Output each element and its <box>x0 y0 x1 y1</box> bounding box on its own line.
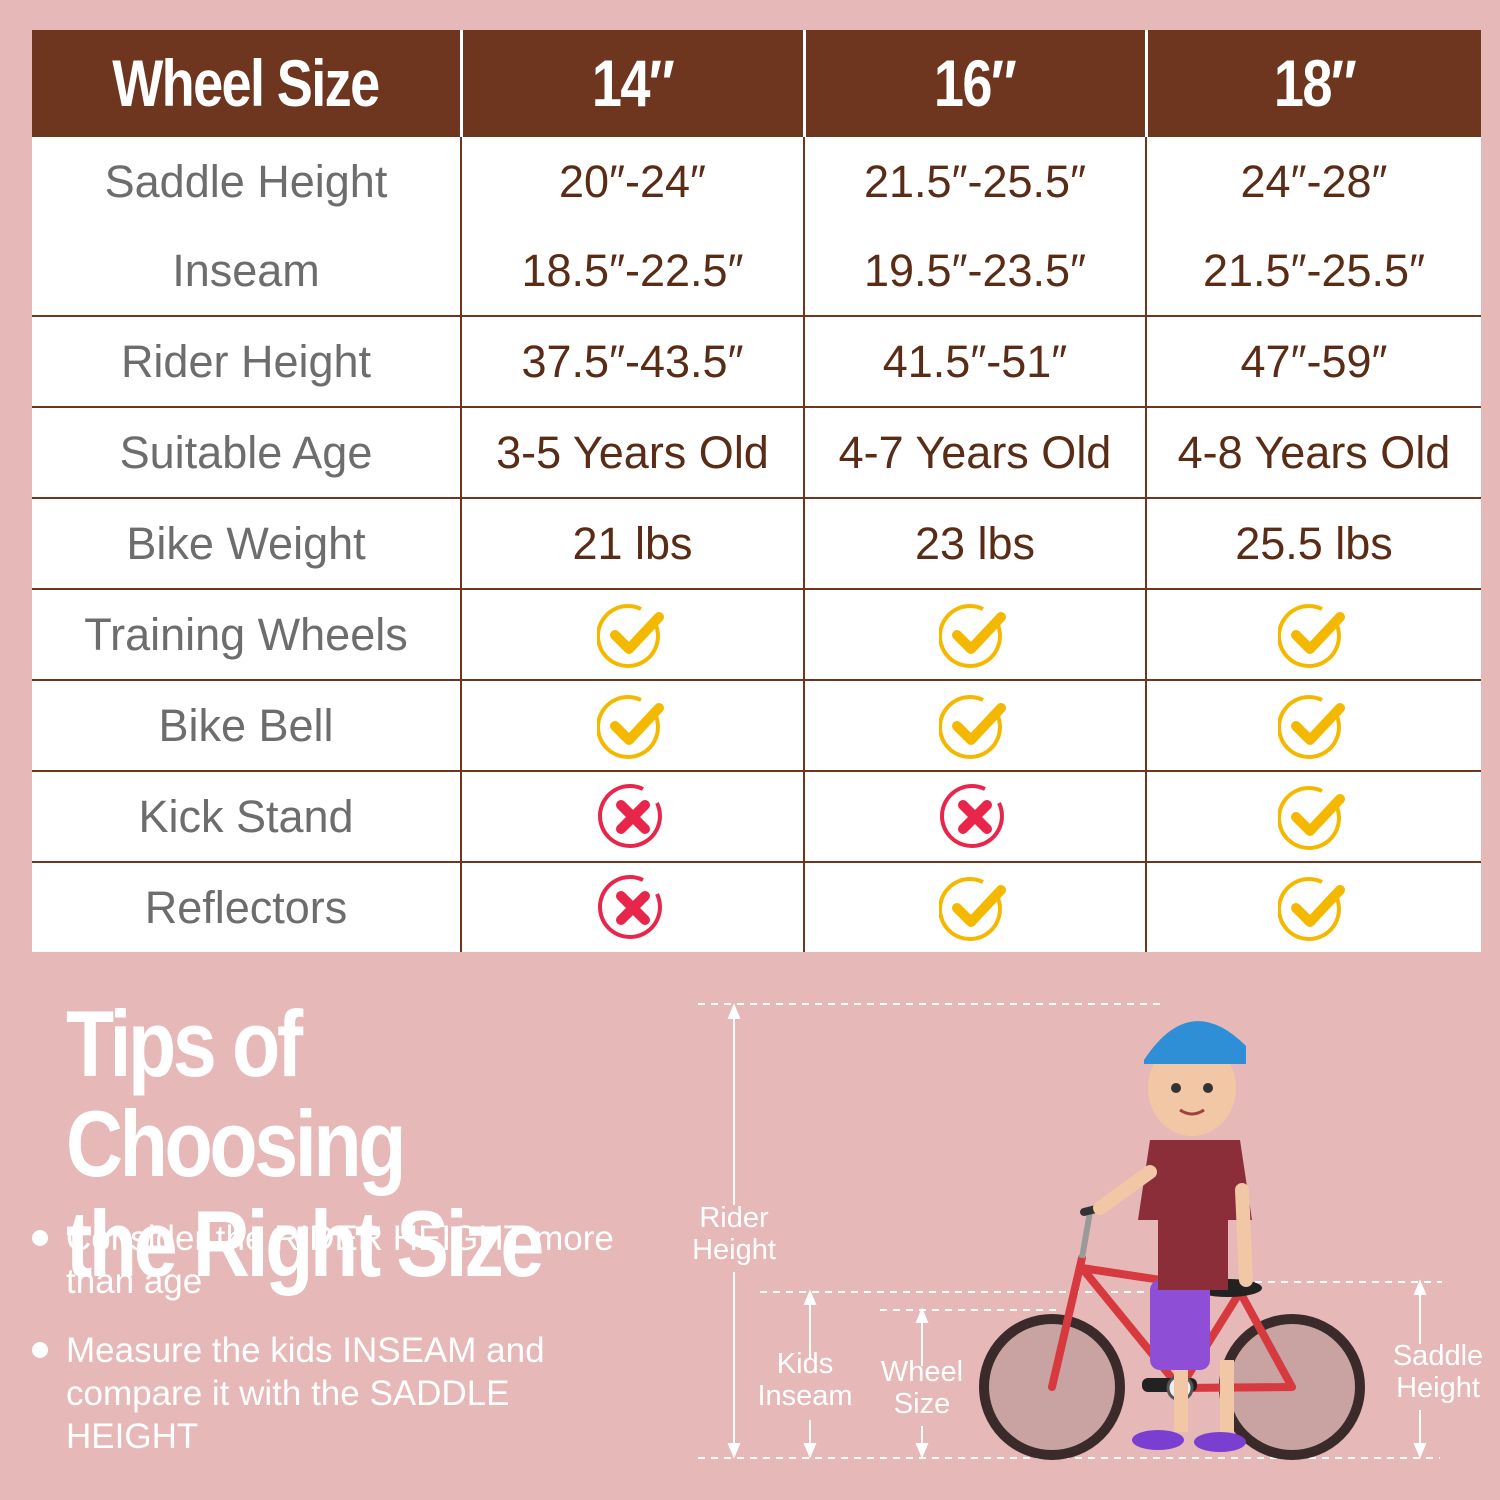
tip-inseam: Measure the kids INSEAM and compare it w… <box>32 1329 626 1458</box>
table-row: Training Wheels <box>32 588 1481 680</box>
row-label: Bike Weight <box>32 497 461 589</box>
bike-illustration <box>979 1204 1365 1460</box>
check-icon <box>1278 694 1345 759</box>
tip-rider-height: Consider the RIDER HEIGHT more than age <box>32 1217 626 1303</box>
feature-included-cell <box>1145 679 1481 771</box>
value-cell: 21 lbs <box>460 497 804 589</box>
value-cell: 47″-59″ <box>1145 315 1481 407</box>
value-cell: 19.5″-23.5″ <box>803 226 1146 316</box>
feature-included-cell <box>460 588 804 680</box>
check-icon <box>596 694 664 759</box>
diagram-graphic <box>698 1003 1442 1460</box>
row-label: Suitable Age <box>32 406 461 498</box>
table-row: Rider Height 37.5″-43.5″ 41.5″-51″ 47″-59″ <box>32 315 1481 407</box>
value-cell: 3-5 Years Old <box>460 406 804 498</box>
label-kids-inseam: Kids Inseam <box>757 1348 853 1412</box>
value-cell: 24″-28″ <box>1145 135 1481 226</box>
feature-included-cell <box>1145 861 1481 952</box>
value-cell: 21.5″-25.5″ <box>1145 226 1481 316</box>
table-row: Reflectors <box>32 861 1481 952</box>
row-label: Inseam <box>172 244 320 296</box>
value-cell: 4-8 Years Old <box>1145 406 1481 498</box>
feature-included-cell <box>1145 588 1481 680</box>
feature-included-cell <box>803 861 1146 952</box>
feature-included-cell <box>1145 770 1481 862</box>
kid-illustration <box>1093 1021 1253 1452</box>
feature-excluded-cell <box>460 770 804 862</box>
header-14-inch: 14″ <box>459 30 804 136</box>
value-cell: 37.5″-43.5″ <box>460 315 804 407</box>
header-wheel-size: Wheel Size <box>32 30 461 136</box>
table-row: Suitable Age 3-5 Years Old 4-7 Years Old 4-… <box>32 406 1481 498</box>
table-row: Bike Bell <box>32 679 1481 771</box>
label-rider-height: Rider Height <box>692 1202 776 1266</box>
value-cell: 20″-24″ <box>460 135 804 226</box>
value-cell: 25.5 lbs <box>1145 497 1481 589</box>
row-label: Training Wheels <box>32 588 461 680</box>
feature-included-cell <box>803 679 1146 771</box>
header-16-inch: 16″ <box>802 30 1146 136</box>
value-cell: 4-7 Years Old <box>803 406 1146 498</box>
row-label: Bike Bell <box>32 679 461 771</box>
bike-size-diagram: Rider Height Kids Inseam Wheel Size Saddle H… <box>680 990 1500 1480</box>
check-icon <box>939 876 1006 941</box>
value-cell: 21.5″-25.5″ <box>803 135 1146 226</box>
value-cell: 18.5″-22.5″ <box>460 226 804 316</box>
value-cell: 41.5″-51″ <box>803 315 1146 407</box>
check-icon <box>1278 876 1345 941</box>
row-label: Reflectors <box>32 861 461 952</box>
table-header-row: Wheel Size 14″ 16″ 18″ <box>32 30 1481 136</box>
cross-icon <box>597 874 662 939</box>
feature-included-cell <box>460 679 804 771</box>
check-icon <box>939 603 1006 668</box>
size-chart-table: Wheel Size 14″ 16″ 18″ Saddle Height 20″-… <box>32 30 1481 952</box>
value-cell: 23 lbs <box>803 497 1146 589</box>
row-label: Saddle Height <box>32 135 461 226</box>
feature-excluded-cell <box>460 861 804 952</box>
row-label: Kick Stand <box>32 770 461 862</box>
table-body: Saddle Height 20″-24″ 21.5″-25.5″ 24″-28″ In… <box>32 135 1481 952</box>
feature-included-cell <box>803 588 1146 680</box>
table-row: Kick Stand <box>32 770 1481 862</box>
table-row: Inseam 18.5″-22.5″ 19.5″-23.5″ 21.5″-25.5″ <box>32 226 1481 316</box>
feature-excluded-cell <box>803 770 1146 862</box>
check-icon <box>939 694 1006 759</box>
table-row: Saddle Height 20″-24″ 21.5″-25.5″ 24″-28″ <box>32 135 1481 226</box>
check-icon <box>596 603 664 668</box>
label-saddle-height: Saddle Height <box>1392 1340 1484 1404</box>
table-row: Bike Weight 21 lbs 23 lbs 25.5 lbs <box>32 497 1481 589</box>
cross-icon <box>940 783 1004 848</box>
header-18-inch: 18″ <box>1144 30 1481 136</box>
row-label: Rider Height <box>32 315 461 407</box>
tips-title: Tips of Choosing the Right Size <box>66 991 544 1296</box>
cross-icon <box>597 783 662 848</box>
check-icon <box>1278 785 1345 850</box>
label-wheel-size: Wheel Size <box>880 1356 964 1420</box>
check-icon <box>1278 603 1345 668</box>
